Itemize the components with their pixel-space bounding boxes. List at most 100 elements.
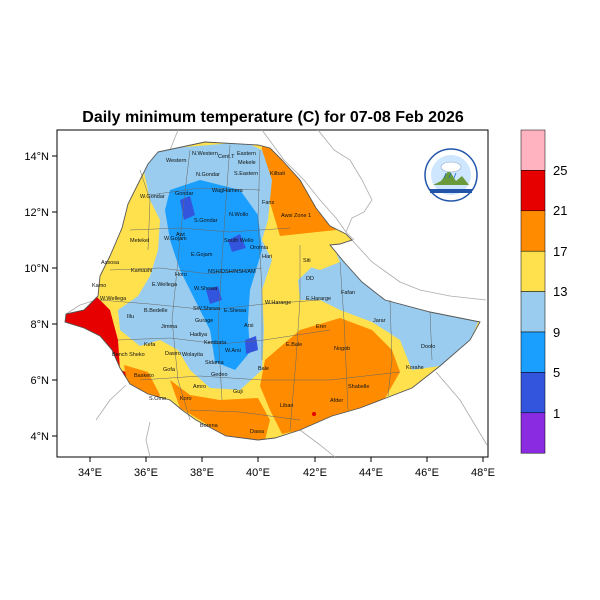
region-label: Liban bbox=[280, 403, 293, 409]
agency-logo bbox=[424, 148, 478, 202]
region-label: S.Gondar bbox=[194, 218, 218, 224]
y-axis-ticks bbox=[52, 155, 57, 437]
neighbor-borders bbox=[65, 129, 488, 458]
region-label: Awi bbox=[176, 232, 185, 238]
region-label: Bale bbox=[258, 366, 269, 372]
region-label: Awsi Zone 1 bbox=[281, 213, 311, 219]
region-label: S.Eastern bbox=[234, 171, 258, 177]
region-label: N.Gondar bbox=[196, 172, 220, 178]
region-label: S.Omo bbox=[149, 396, 166, 402]
region-label: Hari bbox=[262, 254, 272, 260]
region-label: Gofa bbox=[163, 367, 176, 373]
region-label: N.Western bbox=[192, 151, 218, 157]
region-label: Oromia bbox=[250, 245, 269, 251]
colorbar-label: 25 bbox=[553, 163, 567, 178]
region-label: W.Gondar bbox=[140, 194, 165, 200]
region-label: W.Arsi bbox=[225, 348, 241, 354]
region-label: Mekele bbox=[238, 160, 256, 166]
region-label: Bench Sheko bbox=[112, 352, 145, 358]
colorbar-label: 17 bbox=[553, 244, 567, 259]
region-label: Jimma bbox=[161, 324, 178, 330]
region-label: W.Shewa bbox=[194, 286, 218, 292]
region-label: Metekel bbox=[130, 238, 149, 244]
colorbar-segment bbox=[520, 210, 546, 252]
region-label: E.Gojam bbox=[191, 252, 213, 258]
region-label: DD bbox=[306, 276, 314, 282]
region-label: Arsi bbox=[244, 323, 253, 329]
region-label: Kilbati bbox=[270, 171, 285, 177]
region-label: Gurage bbox=[195, 318, 213, 324]
y-tick-label: 6°N bbox=[31, 375, 50, 387]
x-tick-label: 36°E bbox=[134, 467, 158, 479]
region-label: W.Gojam bbox=[164, 236, 187, 242]
y-tick-label: 8°N bbox=[31, 319, 50, 331]
y-tick-label: 10°N bbox=[24, 263, 49, 275]
region-label: Borena bbox=[200, 423, 219, 429]
region-label: Erer bbox=[316, 324, 327, 330]
colorbar: 25 21 17 13 9 5 1 bbox=[520, 129, 567, 454]
region-label: Siti bbox=[303, 258, 311, 264]
y-axis-labels: 14°N 12°N 10°N 8°N 6°N 4°N bbox=[24, 151, 49, 443]
colorbar-label: 9 bbox=[553, 325, 560, 340]
colorbar-segment bbox=[520, 331, 546, 373]
region-label: Basketo bbox=[134, 373, 154, 379]
colorbar-label: 1 bbox=[553, 406, 560, 421]
region-label: Guji bbox=[233, 389, 243, 395]
x-axis-ticks bbox=[89, 457, 484, 462]
region-label: E.Wellega bbox=[152, 282, 178, 288]
region-label: Gedeo bbox=[211, 372, 228, 378]
region-label: Sidama bbox=[205, 360, 225, 366]
colorbar-label: 21 bbox=[553, 203, 567, 218]
region-label: W.Wellega bbox=[100, 296, 127, 302]
region-label: Nogob bbox=[334, 346, 350, 352]
region-label: Jarar bbox=[373, 318, 386, 324]
region-label: N.Wollo bbox=[229, 212, 248, 218]
region-label: Kembata bbox=[204, 340, 227, 346]
region-label: W.Hararge bbox=[265, 300, 291, 306]
region-label: E.Bale bbox=[286, 342, 302, 348]
region-label: South Wello bbox=[224, 238, 254, 244]
region-label: Fafan bbox=[341, 290, 355, 296]
x-tick-label: 48°E bbox=[471, 467, 495, 479]
colorbar-segment bbox=[520, 129, 546, 171]
colorbar-segment bbox=[520, 372, 546, 414]
region-label: Korahe bbox=[406, 365, 424, 371]
region-label: Fans bbox=[262, 200, 274, 206]
y-tick-label: 4°N bbox=[31, 431, 50, 443]
region-label: Koro bbox=[180, 396, 192, 402]
x-tick-label: 34°E bbox=[78, 467, 102, 479]
region-label: Dawro bbox=[165, 351, 181, 357]
y-tick-label: 14°N bbox=[24, 151, 49, 163]
region-label: Kamashi bbox=[131, 268, 152, 274]
region-label: B.Bedelle bbox=[144, 308, 168, 314]
region-label: E.Shewa bbox=[224, 308, 247, 314]
region-label: Dawa bbox=[250, 429, 265, 435]
region-label: Kefa bbox=[144, 342, 156, 348]
region-label: Kamo bbox=[92, 283, 106, 289]
ethiopia-outline bbox=[64, 141, 481, 441]
region-label: Wolayita bbox=[182, 352, 204, 358]
x-tick-label: 40°E bbox=[246, 467, 270, 479]
region-label: Horo bbox=[175, 272, 187, 278]
region-label: Gondar bbox=[175, 191, 194, 197]
region-label: Cent.T bbox=[218, 154, 235, 160]
region-label: Amro bbox=[193, 384, 206, 390]
colorbar-segment bbox=[520, 291, 546, 333]
region-labels: Western N.Western Cent.T Eastern Mekele … bbox=[92, 151, 435, 435]
colorbar-segment bbox=[520, 250, 546, 292]
colorbar-segment bbox=[520, 170, 546, 212]
colorbar-label: 5 bbox=[553, 365, 560, 380]
x-tick-label: 44°E bbox=[359, 467, 383, 479]
colorbar-segment bbox=[520, 412, 546, 454]
region-label: Illu bbox=[127, 314, 134, 320]
colorbar-label: 13 bbox=[553, 284, 567, 299]
x-axis-labels: 34°E 36°E 38°E 40°E 42°E 44°E 46°E 48°E bbox=[78, 467, 495, 479]
region-label: Afder bbox=[330, 398, 343, 404]
region-label: E.Hararge bbox=[306, 296, 331, 302]
x-tick-label: 38°E bbox=[190, 467, 214, 479]
region-label: WagHamera bbox=[212, 188, 244, 194]
region-label: Doolo bbox=[421, 344, 435, 350]
map-title: Daily minimum temperature (C) for 07-08 … bbox=[82, 109, 464, 126]
y-tick-label: 12°N bbox=[24, 207, 49, 219]
x-tick-label: 46°E bbox=[415, 467, 439, 479]
